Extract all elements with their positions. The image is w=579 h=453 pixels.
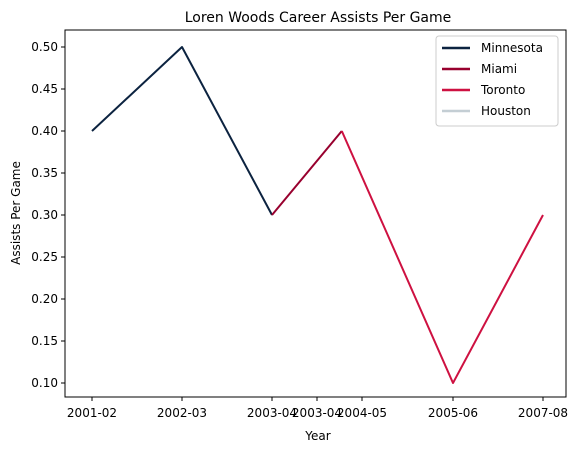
x-tick-label: 2001-02 — [67, 406, 117, 420]
legend-label-miami: Miami — [481, 62, 517, 76]
y-axis-ticks: 0.10 0.15 0.20 0.25 0.30 0.35 0.40 0.45 0.50 — [31, 40, 65, 390]
y-tick-label: 0.50 — [31, 40, 58, 54]
x-tick-label: 2004-05 — [337, 406, 387, 420]
legend-box — [435, 35, 559, 127]
y-tick-label: 0.45 — [31, 82, 58, 96]
y-axis-label: Assists Per Game — [9, 161, 23, 265]
y-tick-label: 0.35 — [31, 166, 58, 180]
series-line-toronto — [340, 130, 544, 384]
y-tick-label: 0.25 — [31, 250, 58, 264]
plot-lines — [91, 46, 544, 384]
chart-title: Loren Woods Career Assists Per Game — [185, 10, 452, 26]
x-axis-label: Year — [304, 429, 330, 443]
legend-label-toronto: Toronto — [480, 83, 525, 97]
legend-label-houston: Houston — [481, 104, 531, 118]
legend: Minnesota Miami Toronto Houston — [435, 35, 559, 127]
x-tick-label: 2007-08 — [518, 406, 568, 420]
x-tick-label: 2005-06 — [428, 406, 478, 420]
plot-frame — [64, 29, 567, 398]
series-line-minnesota — [91, 46, 273, 216]
x-tick-label: 2003-04 — [247, 406, 297, 420]
y-tick-label: 0.30 — [31, 208, 58, 222]
legend-label-minnesota: Minnesota — [481, 41, 543, 55]
y-tick-label: 0.20 — [31, 292, 58, 306]
y-tick-label: 0.10 — [31, 376, 58, 390]
series-line-miami — [271, 130, 343, 216]
y-tick-label: 0.40 — [31, 124, 58, 138]
x-tick-label: 2002-03 — [157, 406, 207, 420]
x-tick-label: 2003-04 — [292, 406, 342, 420]
y-tick-label: 0.15 — [31, 334, 58, 348]
